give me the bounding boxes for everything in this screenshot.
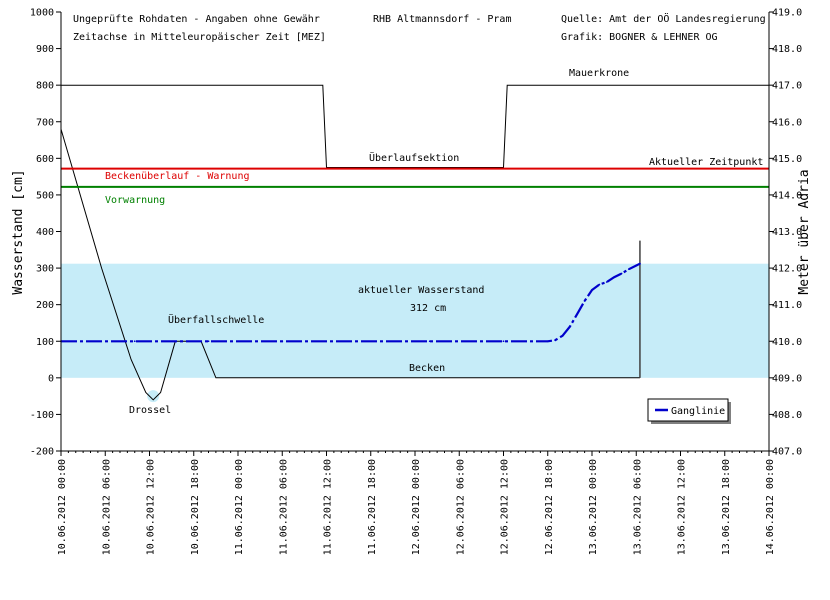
water-area	[61, 263, 769, 378]
y2-tick-label: 414.0	[772, 190, 802, 201]
y-tick-label: 0	[48, 373, 54, 384]
legend-label: Ganglinie	[671, 406, 725, 417]
series-point	[428, 340, 431, 343]
y-tick-label: 700	[36, 117, 54, 128]
series-point	[576, 312, 579, 315]
series-point	[355, 340, 357, 343]
y2-tick-label: 415.0	[772, 154, 802, 165]
series-point	[639, 262, 641, 265]
y-tick-label: 900	[36, 44, 54, 55]
x-tick-label: 11.06.2012 12:00	[323, 459, 334, 555]
annotation-becken: Becken	[409, 363, 445, 374]
y-tick-label: -200	[30, 447, 54, 458]
threshold-prewarning-label: Vorwarnung	[105, 195, 165, 206]
series-point	[546, 340, 549, 343]
y2-axis-label: Meter über Adria	[797, 169, 812, 294]
x-tick-label: 13.06.2012 18:00	[721, 459, 732, 555]
wall-crest-profile	[61, 84, 769, 168]
y2-tick-label: 410.0	[772, 337, 802, 348]
drossel-fill	[147, 390, 160, 403]
y2-tick-label: 413.0	[772, 227, 802, 238]
x-tick-label: 12.06.2012 00:00	[411, 459, 422, 555]
y-tick-label: 400	[36, 227, 54, 238]
header-source: Quelle: Amt der OÖ Landesregierung	[561, 12, 766, 25]
series-point	[620, 272, 623, 275]
series-point	[133, 340, 136, 343]
y2-tick-label: 417.0	[772, 81, 802, 92]
y2-tick-label: 407.0	[772, 447, 802, 458]
y-tick-label: 300	[36, 264, 54, 275]
annotation-mauerkrone: Mauerkrone	[569, 68, 629, 79]
series-point	[598, 283, 601, 286]
series-point	[568, 325, 571, 328]
legend: Ganglinie	[647, 398, 731, 424]
y-tick-label: 1000	[30, 8, 54, 19]
y2-tick-label: 419.0	[772, 8, 802, 19]
water-level-value: 312 cm	[410, 303, 446, 314]
x-tick-label: 13.06.2012 06:00	[632, 459, 643, 555]
x-tick-label: 11.06.2012 06:00	[278, 459, 289, 555]
header-timezone: Zeitachse in Mitteleuropäischer Zeit [ME…	[73, 32, 326, 43]
series-point	[605, 281, 608, 283]
annotation-drossel: Drossel	[129, 405, 171, 416]
header-graphic: Grafik: BOGNER & LEHNER OG	[561, 32, 718, 43]
y2-tick-label: 412.0	[772, 264, 802, 275]
series-point	[561, 334, 564, 337]
x-tick-label: 10.06.2012 00:00	[57, 459, 68, 555]
x-tick-label: 12.06.2012 12:00	[500, 459, 511, 555]
annotation-current-time: Aktueller Zeitpunkt	[649, 157, 763, 168]
y-tick-label: 200	[36, 300, 54, 311]
y2-tick-label: 418.0	[772, 44, 802, 55]
y-axis-label: Wasserstand [cm]	[11, 169, 26, 294]
x-tick-label: 10.06.2012 18:00	[190, 459, 201, 555]
water-level-label: aktueller Wasserstand	[358, 285, 484, 296]
series-point	[591, 289, 593, 291]
x-tick-label: 10.06.2012 06:00	[101, 459, 112, 555]
threshold-warning-label: Beckenüberlauf - Warnung	[105, 171, 250, 182]
x-tick-label: 13.06.2012 12:00	[677, 459, 688, 555]
x-tick-label: 12.06.2012 18:00	[544, 459, 555, 555]
y-tick-label: 800	[36, 81, 54, 92]
x-tick-label: 12.06.2012 06:00	[455, 459, 466, 555]
legend-box	[647, 398, 729, 422]
series-point	[635, 264, 638, 267]
series-point	[613, 276, 616, 279]
x-tick-label: 13.06.2012 00:00	[588, 459, 599, 555]
y2-tick-label: 416.0	[772, 117, 802, 128]
series-point	[281, 340, 284, 343]
basin-profile	[60, 128, 640, 401]
x-tick-label: 14.06.2012 00:00	[765, 459, 776, 555]
series-point	[207, 340, 210, 343]
y2-tick-label: 408.0	[772, 410, 802, 421]
x-tick-label: 11.06.2012 18:00	[367, 459, 378, 555]
y-tick-label: 100	[36, 337, 54, 348]
y-tick-label: 500	[36, 190, 54, 201]
y-tick-label: 600	[36, 154, 54, 165]
annotation-ueberlaufsektion: Überlaufsektion	[369, 151, 459, 164]
header-disclaimer: Ungeprüfte Rohdaten - Angaben ohne Gewäh…	[73, 14, 320, 25]
series-point	[583, 300, 586, 302]
y2-tick-label: 409.0	[772, 373, 802, 384]
annotation-ueberfallschwelle: Überfallschwelle	[168, 313, 264, 326]
y-tick-label: -100	[30, 410, 54, 421]
x-tick-label: 11.06.2012 00:00	[234, 459, 245, 555]
series-point	[554, 339, 557, 342]
x-tick-label: 10.06.2012 12:00	[146, 459, 157, 555]
series-point	[627, 268, 630, 271]
series-point	[502, 340, 505, 343]
y2-tick-label: 411.0	[772, 300, 802, 311]
header-station: RHB Altmannsdorf - Pram	[373, 14, 511, 25]
